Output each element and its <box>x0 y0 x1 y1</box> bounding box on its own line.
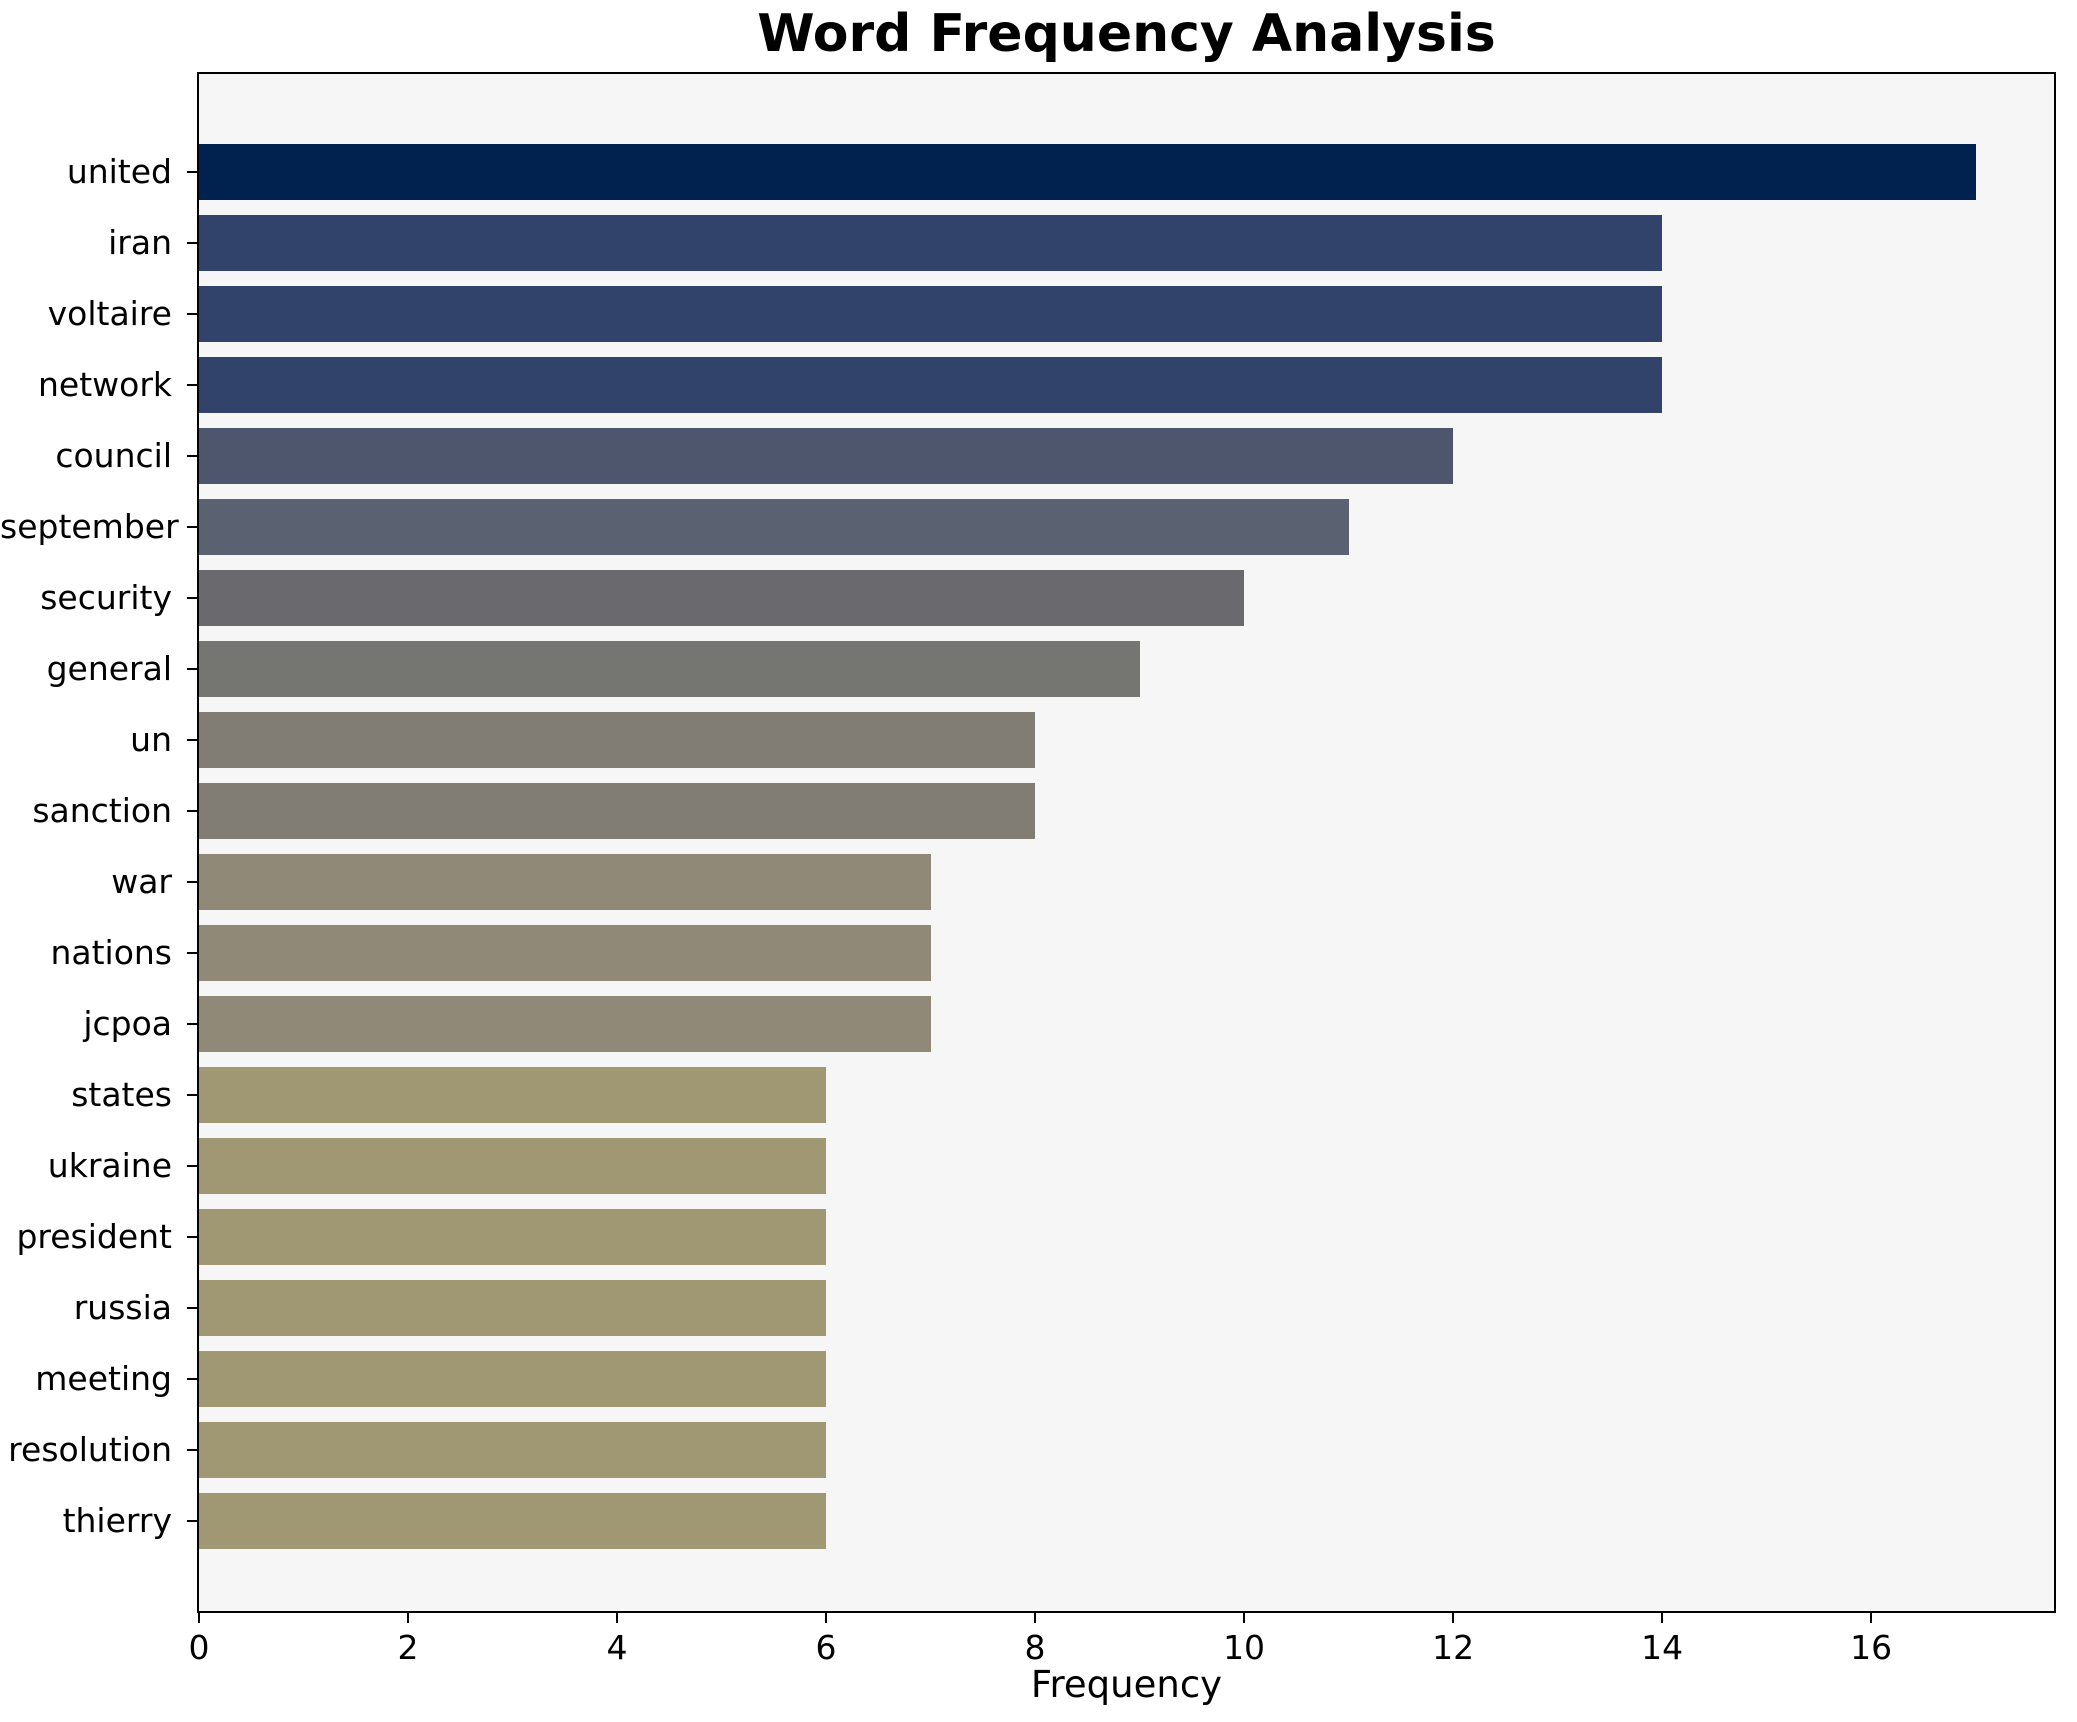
x-tick <box>198 1613 200 1623</box>
y-tick <box>187 739 197 741</box>
y-axis-label: sanction <box>32 791 172 830</box>
bar-president <box>199 1209 827 1265</box>
y-axis-label: resolution <box>8 1430 172 1469</box>
bar-resolution <box>199 1422 827 1478</box>
y-axis-label: president <box>16 1217 172 1256</box>
y-axis-label: un <box>130 720 172 759</box>
bar-general <box>199 641 1140 697</box>
y-tick <box>187 313 197 315</box>
y-tick <box>187 526 197 528</box>
bar-united <box>199 144 1976 200</box>
x-tick-label: 8 <box>1024 1628 1046 1667</box>
bar-voltaire <box>199 286 1663 342</box>
y-axis-label: council <box>55 436 172 475</box>
bar-september <box>199 499 1349 555</box>
x-tick <box>1661 1613 1664 1623</box>
y-tick <box>187 455 197 457</box>
x-tick-label: 12 <box>1432 1628 1475 1667</box>
x-tick-label: 2 <box>397 1628 419 1667</box>
bar-nations <box>199 925 931 981</box>
y-axis-label: jcpoa <box>83 1004 172 1043</box>
y-axis-label: nations <box>50 933 172 972</box>
y-tick <box>187 1094 197 1096</box>
y-tick <box>187 1236 197 1238</box>
bar-thierry <box>199 1493 827 1549</box>
bar-council <box>199 428 1454 484</box>
bar-meeting <box>199 1351 827 1407</box>
y-tick <box>187 1165 197 1167</box>
y-axis-label: general <box>46 649 172 688</box>
x-tick-label: 14 <box>1641 1628 1684 1667</box>
y-tick <box>187 384 197 386</box>
y-axis-label: russia <box>73 1288 172 1327</box>
bar-sanction <box>199 783 1036 839</box>
y-axis-label: ukraine <box>47 1146 172 1185</box>
plot-area <box>197 72 2056 1613</box>
y-axis-label: meeting <box>35 1359 172 1398</box>
y-tick <box>187 810 197 812</box>
y-axis-label: voltaire <box>47 294 172 333</box>
x-tick-label: 6 <box>815 1628 837 1667</box>
y-axis-label: september <box>0 507 179 546</box>
y-tick <box>187 668 197 670</box>
x-tick <box>1243 1613 1246 1623</box>
bar-ukraine <box>199 1138 827 1194</box>
y-tick <box>187 1023 197 1025</box>
x-tick <box>407 1613 409 1623</box>
bar-war <box>199 854 931 910</box>
x-tick-label: 4 <box>606 1628 628 1667</box>
x-tick <box>616 1613 619 1623</box>
y-tick <box>187 952 197 954</box>
bar-jcpoa <box>199 996 931 1052</box>
y-tick <box>187 242 197 244</box>
y-axis-label: united <box>66 152 172 191</box>
y-tick <box>187 1378 197 1380</box>
y-tick <box>187 1520 197 1522</box>
bar-security <box>199 570 1245 626</box>
y-axis-label: security <box>40 578 172 617</box>
y-tick <box>187 171 197 173</box>
y-tick <box>187 1307 197 1309</box>
chart-title: Word Frequency Analysis <box>757 4 1496 64</box>
bar-iran <box>199 215 1663 271</box>
x-tick-label: 16 <box>1850 1628 1893 1667</box>
x-tick-label: 0 <box>188 1628 210 1667</box>
x-tick <box>1034 1613 1037 1623</box>
bar-russia <box>199 1280 827 1336</box>
x-axis-title: Frequency <box>1030 1663 1223 1706</box>
bar-un <box>199 712 1036 768</box>
y-axis-label: states <box>71 1075 172 1114</box>
y-axis-label: thierry <box>62 1501 172 1540</box>
bar-network <box>199 357 1663 413</box>
x-tick <box>825 1613 828 1623</box>
y-tick <box>187 597 197 599</box>
y-tick <box>187 1449 197 1451</box>
y-axis-label: war <box>111 862 172 901</box>
y-axis-label: iran <box>108 223 172 262</box>
x-tick <box>1452 1613 1455 1623</box>
y-axis-label: network <box>37 365 172 404</box>
x-tick-label: 10 <box>1223 1628 1266 1667</box>
y-tick <box>187 881 197 883</box>
bar-states <box>199 1067 827 1123</box>
x-tick <box>1870 1613 1873 1623</box>
